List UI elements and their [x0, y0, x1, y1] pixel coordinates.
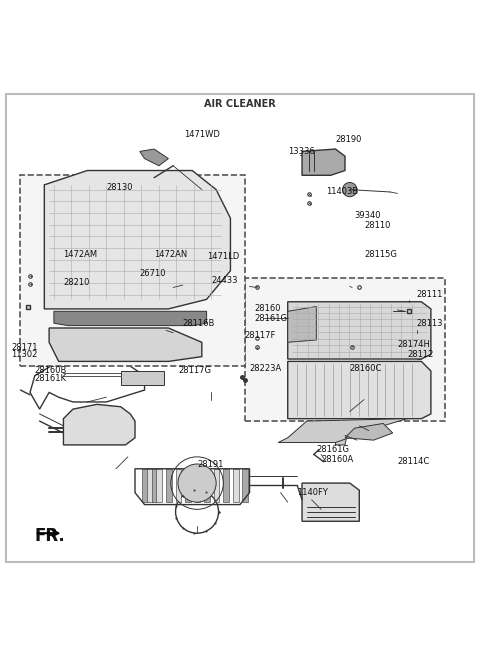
Bar — [166, 469, 172, 502]
Bar — [233, 469, 239, 502]
Text: 1471LD: 1471LD — [206, 252, 239, 261]
Text: 28160B: 28160B — [35, 367, 67, 375]
Bar — [147, 469, 153, 502]
Bar — [185, 469, 191, 502]
Text: 1472AN: 1472AN — [154, 249, 187, 258]
Text: 28161G: 28161G — [254, 314, 288, 323]
Polygon shape — [63, 404, 135, 445]
Text: 28110: 28110 — [364, 221, 390, 230]
Polygon shape — [140, 149, 168, 166]
Bar — [223, 469, 229, 502]
Polygon shape — [44, 171, 230, 309]
Text: 28174H: 28174H — [397, 340, 431, 349]
Text: 28117F: 28117F — [245, 331, 276, 340]
Bar — [156, 469, 162, 502]
Bar — [214, 469, 219, 502]
Text: 28171: 28171 — [11, 342, 37, 352]
Text: 28111: 28111 — [417, 290, 443, 299]
Polygon shape — [345, 423, 393, 440]
Text: 28114C: 28114C — [397, 457, 430, 466]
Text: 28115G: 28115G — [364, 249, 397, 258]
Text: 28116B: 28116B — [183, 319, 215, 328]
Text: 13336: 13336 — [288, 147, 314, 156]
Polygon shape — [49, 328, 202, 361]
Bar — [152, 469, 157, 502]
Text: 28113: 28113 — [417, 319, 443, 328]
Text: 28160: 28160 — [254, 304, 281, 314]
FancyBboxPatch shape — [6, 94, 474, 562]
Polygon shape — [302, 149, 345, 175]
FancyBboxPatch shape — [21, 175, 245, 366]
Text: 28160C: 28160C — [350, 364, 382, 373]
Bar — [242, 469, 248, 502]
Bar — [204, 469, 210, 502]
Text: FR.: FR. — [35, 527, 66, 544]
Text: 1140FY: 1140FY — [297, 488, 328, 497]
Text: 28161G: 28161G — [316, 445, 349, 454]
Text: 28160A: 28160A — [321, 455, 353, 464]
Circle shape — [178, 464, 216, 502]
Text: 1471WD: 1471WD — [184, 131, 220, 139]
Text: 28112: 28112 — [407, 350, 433, 359]
Polygon shape — [302, 483, 360, 522]
Text: 28117G: 28117G — [178, 367, 211, 375]
Circle shape — [343, 182, 357, 197]
Text: 1472AM: 1472AM — [63, 249, 97, 258]
Text: 11403B: 11403B — [326, 188, 358, 197]
Polygon shape — [278, 419, 407, 443]
Bar — [195, 469, 200, 502]
Text: 28191: 28191 — [197, 459, 223, 468]
Text: 24433: 24433 — [211, 276, 238, 285]
Text: AIR CLEANER: AIR CLEANER — [204, 99, 276, 109]
Text: 28210: 28210 — [63, 278, 90, 287]
Bar — [176, 469, 181, 502]
Text: 28223A: 28223A — [250, 364, 282, 373]
Text: 26710: 26710 — [140, 268, 166, 277]
FancyBboxPatch shape — [245, 278, 445, 421]
Text: 28130: 28130 — [107, 183, 133, 192]
Polygon shape — [288, 306, 316, 342]
Polygon shape — [120, 371, 164, 385]
Polygon shape — [336, 430, 348, 445]
Text: 39340: 39340 — [355, 211, 381, 220]
Text: 28190: 28190 — [336, 135, 362, 144]
Polygon shape — [288, 361, 431, 419]
Text: 11302: 11302 — [11, 350, 37, 359]
Text: 28161K: 28161K — [35, 374, 67, 382]
Polygon shape — [288, 302, 431, 359]
Bar — [142, 469, 148, 502]
Polygon shape — [54, 312, 206, 325]
